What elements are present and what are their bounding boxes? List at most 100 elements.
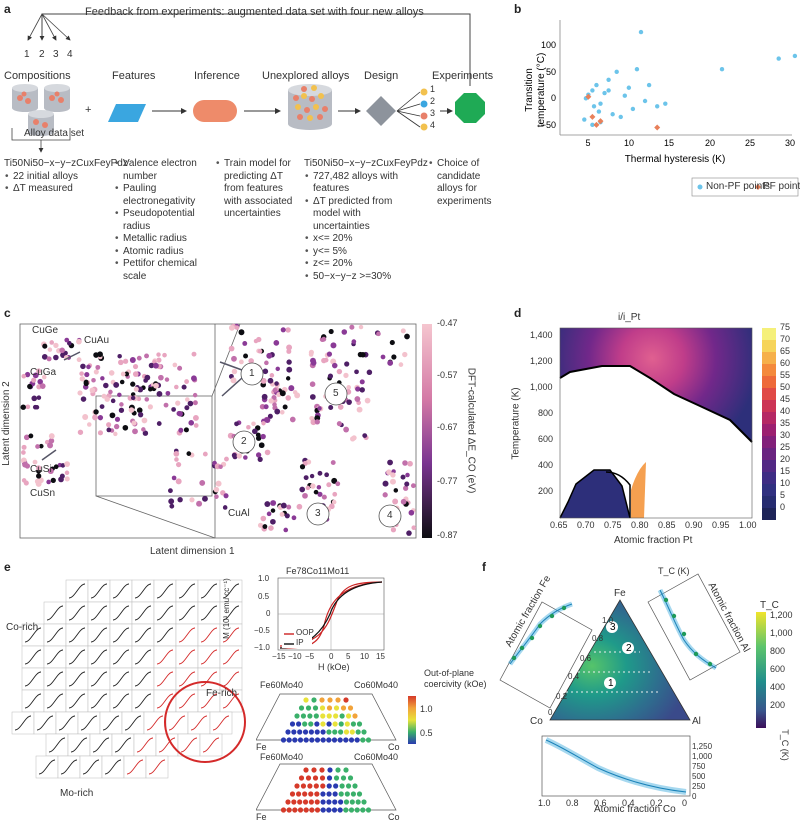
panel-d-heatmap bbox=[559, 327, 776, 520]
latent-point bbox=[261, 393, 268, 400]
loop-curve bbox=[80, 715, 98, 731]
latent-point bbox=[286, 348, 292, 354]
svg-text:Transition: Transition bbox=[524, 68, 535, 112]
loop-curve bbox=[24, 671, 42, 687]
latent-point bbox=[274, 381, 279, 386]
latent-point bbox=[144, 353, 150, 359]
latent-point bbox=[110, 398, 116, 404]
latent-point bbox=[314, 419, 320, 425]
d-xtick: 0.65 bbox=[550, 520, 568, 530]
inset-xtick: −15 bbox=[272, 652, 286, 661]
latent-point bbox=[137, 412, 144, 418]
d-cbar-tick: 25 bbox=[780, 442, 791, 452]
latent-point bbox=[355, 386, 361, 392]
latent-point bbox=[328, 329, 334, 335]
d-cbar-segment bbox=[762, 424, 776, 436]
f-tc-tick: 750 bbox=[692, 762, 706, 771]
loop-curve bbox=[24, 649, 42, 665]
tern-point bbox=[291, 729, 297, 735]
d-xtick: 0.75 bbox=[604, 520, 622, 530]
tern-point bbox=[338, 791, 344, 797]
tern-point bbox=[289, 721, 296, 727]
unexplored-cylinder bbox=[288, 84, 332, 130]
tern-point bbox=[333, 713, 339, 719]
inset-ytick: 0.5 bbox=[258, 592, 270, 601]
latent-point bbox=[236, 453, 243, 459]
alloy-cual: CuAl bbox=[228, 508, 250, 519]
latent-point bbox=[274, 408, 281, 415]
e-ternary-plots bbox=[256, 693, 397, 813]
f-data-point bbox=[529, 635, 535, 641]
loop-curve bbox=[90, 671, 108, 687]
latent-point bbox=[282, 404, 288, 410]
latent-point bbox=[242, 341, 248, 346]
latent-point bbox=[64, 476, 70, 482]
inset-title: Fe78Co11Mo11 bbox=[286, 566, 350, 576]
latent-point bbox=[183, 427, 189, 433]
panel-d-label: d bbox=[514, 306, 522, 320]
latent-point bbox=[389, 478, 396, 485]
latent-point bbox=[336, 421, 342, 427]
latent-point bbox=[376, 331, 381, 337]
latent-point bbox=[174, 384, 179, 390]
fe-rich-label: Fe-rich bbox=[206, 688, 238, 699]
latent-point bbox=[223, 493, 229, 499]
latent-point bbox=[21, 444, 27, 450]
panel-f-label: f bbox=[482, 560, 486, 574]
nonpf-point bbox=[776, 56, 781, 61]
latent-point bbox=[222, 505, 228, 510]
latent-point bbox=[341, 329, 348, 335]
latent-point bbox=[178, 427, 184, 433]
loop-curve bbox=[60, 759, 78, 775]
latent-point bbox=[402, 460, 408, 466]
latent-point bbox=[346, 399, 352, 405]
latent-point bbox=[335, 481, 341, 487]
svg-text:Thermal hysteresis (K): Thermal hysteresis (K) bbox=[625, 154, 726, 165]
latent-point bbox=[326, 351, 333, 357]
panel-a-diagram bbox=[11, 13, 485, 153]
d-ytick-1400: 1,400 bbox=[530, 330, 553, 340]
f-circle-1: 1 bbox=[608, 678, 614, 689]
latent-point bbox=[310, 357, 316, 364]
latent-point bbox=[136, 396, 142, 402]
nonpf-point bbox=[630, 106, 636, 112]
latent-point bbox=[191, 375, 197, 382]
col2-item: Pettifor chemical scale bbox=[115, 258, 206, 283]
nonpf-point bbox=[606, 77, 611, 83]
latent-point bbox=[356, 406, 363, 413]
f-tern-tick: 0.2 bbox=[556, 692, 568, 701]
col2-item: Metallic radius bbox=[115, 233, 206, 246]
latent-point bbox=[392, 498, 399, 505]
latent-point bbox=[120, 371, 126, 377]
tern-point bbox=[305, 775, 312, 781]
latent-point bbox=[400, 328, 406, 334]
latent-point bbox=[41, 354, 48, 360]
tern-point bbox=[319, 775, 326, 781]
f-data-point bbox=[561, 605, 567, 611]
tern-point bbox=[339, 783, 345, 789]
tern-point bbox=[326, 807, 332, 813]
f-data-point bbox=[663, 597, 669, 603]
tern-point bbox=[345, 783, 352, 789]
tern-point bbox=[280, 807, 287, 813]
f-cbar-tick: 600 bbox=[770, 664, 786, 674]
loop-curve bbox=[148, 759, 166, 775]
latent-point bbox=[275, 366, 280, 372]
latent-point bbox=[184, 379, 189, 384]
d-cbar-tick: 0 bbox=[780, 502, 786, 512]
col2-description: Valence electron number Pauling electron… bbox=[114, 158, 206, 283]
col2-item: Pseudopotential radius bbox=[115, 208, 206, 233]
d-cbar-tick: 55 bbox=[780, 370, 791, 380]
latent-point bbox=[400, 498, 407, 505]
tern-point bbox=[294, 783, 300, 789]
tern-point bbox=[332, 791, 338, 797]
f-data-point bbox=[549, 613, 555, 619]
latent-point bbox=[79, 371, 84, 376]
legend-nonpf: Non-PF points bbox=[706, 181, 770, 192]
d-cbar-tick: 75 bbox=[780, 322, 791, 332]
f-tc-label-top: T_C (K) bbox=[658, 566, 690, 576]
col4-title: Ti50Ni50−x−y−zCuxFeyPdz bbox=[304, 158, 428, 169]
latent-point bbox=[131, 420, 137, 426]
panel-c-latent-map bbox=[19, 323, 432, 539]
latent-point bbox=[133, 386, 139, 392]
